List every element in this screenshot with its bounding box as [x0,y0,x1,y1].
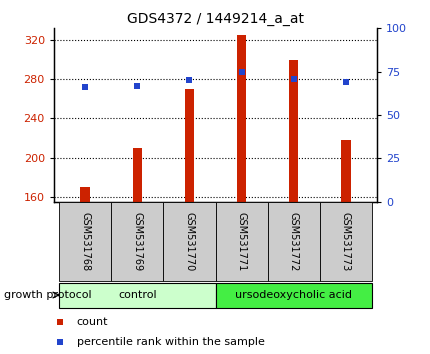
Bar [111,202,163,281]
Text: ursodeoxycholic acid: ursodeoxycholic acid [235,290,351,300]
Bar [289,60,298,202]
Text: GSM531768: GSM531768 [80,212,90,271]
Text: GSM531773: GSM531773 [340,212,350,271]
Text: percentile rank within the sample: percentile rank within the sample [77,337,264,347]
Text: growth protocol: growth protocol [4,290,92,300]
Bar [80,187,89,202]
Bar [59,283,215,308]
Bar [237,35,246,202]
Bar [184,89,194,202]
Text: GSM531771: GSM531771 [236,212,246,271]
Text: control: control [118,290,156,300]
Bar [59,202,111,281]
Text: GSM531769: GSM531769 [132,212,142,271]
Bar [341,140,350,202]
Bar [267,202,319,281]
Title: GDS4372 / 1449214_a_at: GDS4372 / 1449214_a_at [127,12,303,26]
Text: GSM531772: GSM531772 [288,212,298,271]
Bar [215,283,371,308]
Bar [132,148,141,202]
Bar [215,202,267,281]
Text: GSM531770: GSM531770 [184,212,194,271]
Bar [319,202,371,281]
Bar [163,202,215,281]
Text: count: count [77,317,108,327]
